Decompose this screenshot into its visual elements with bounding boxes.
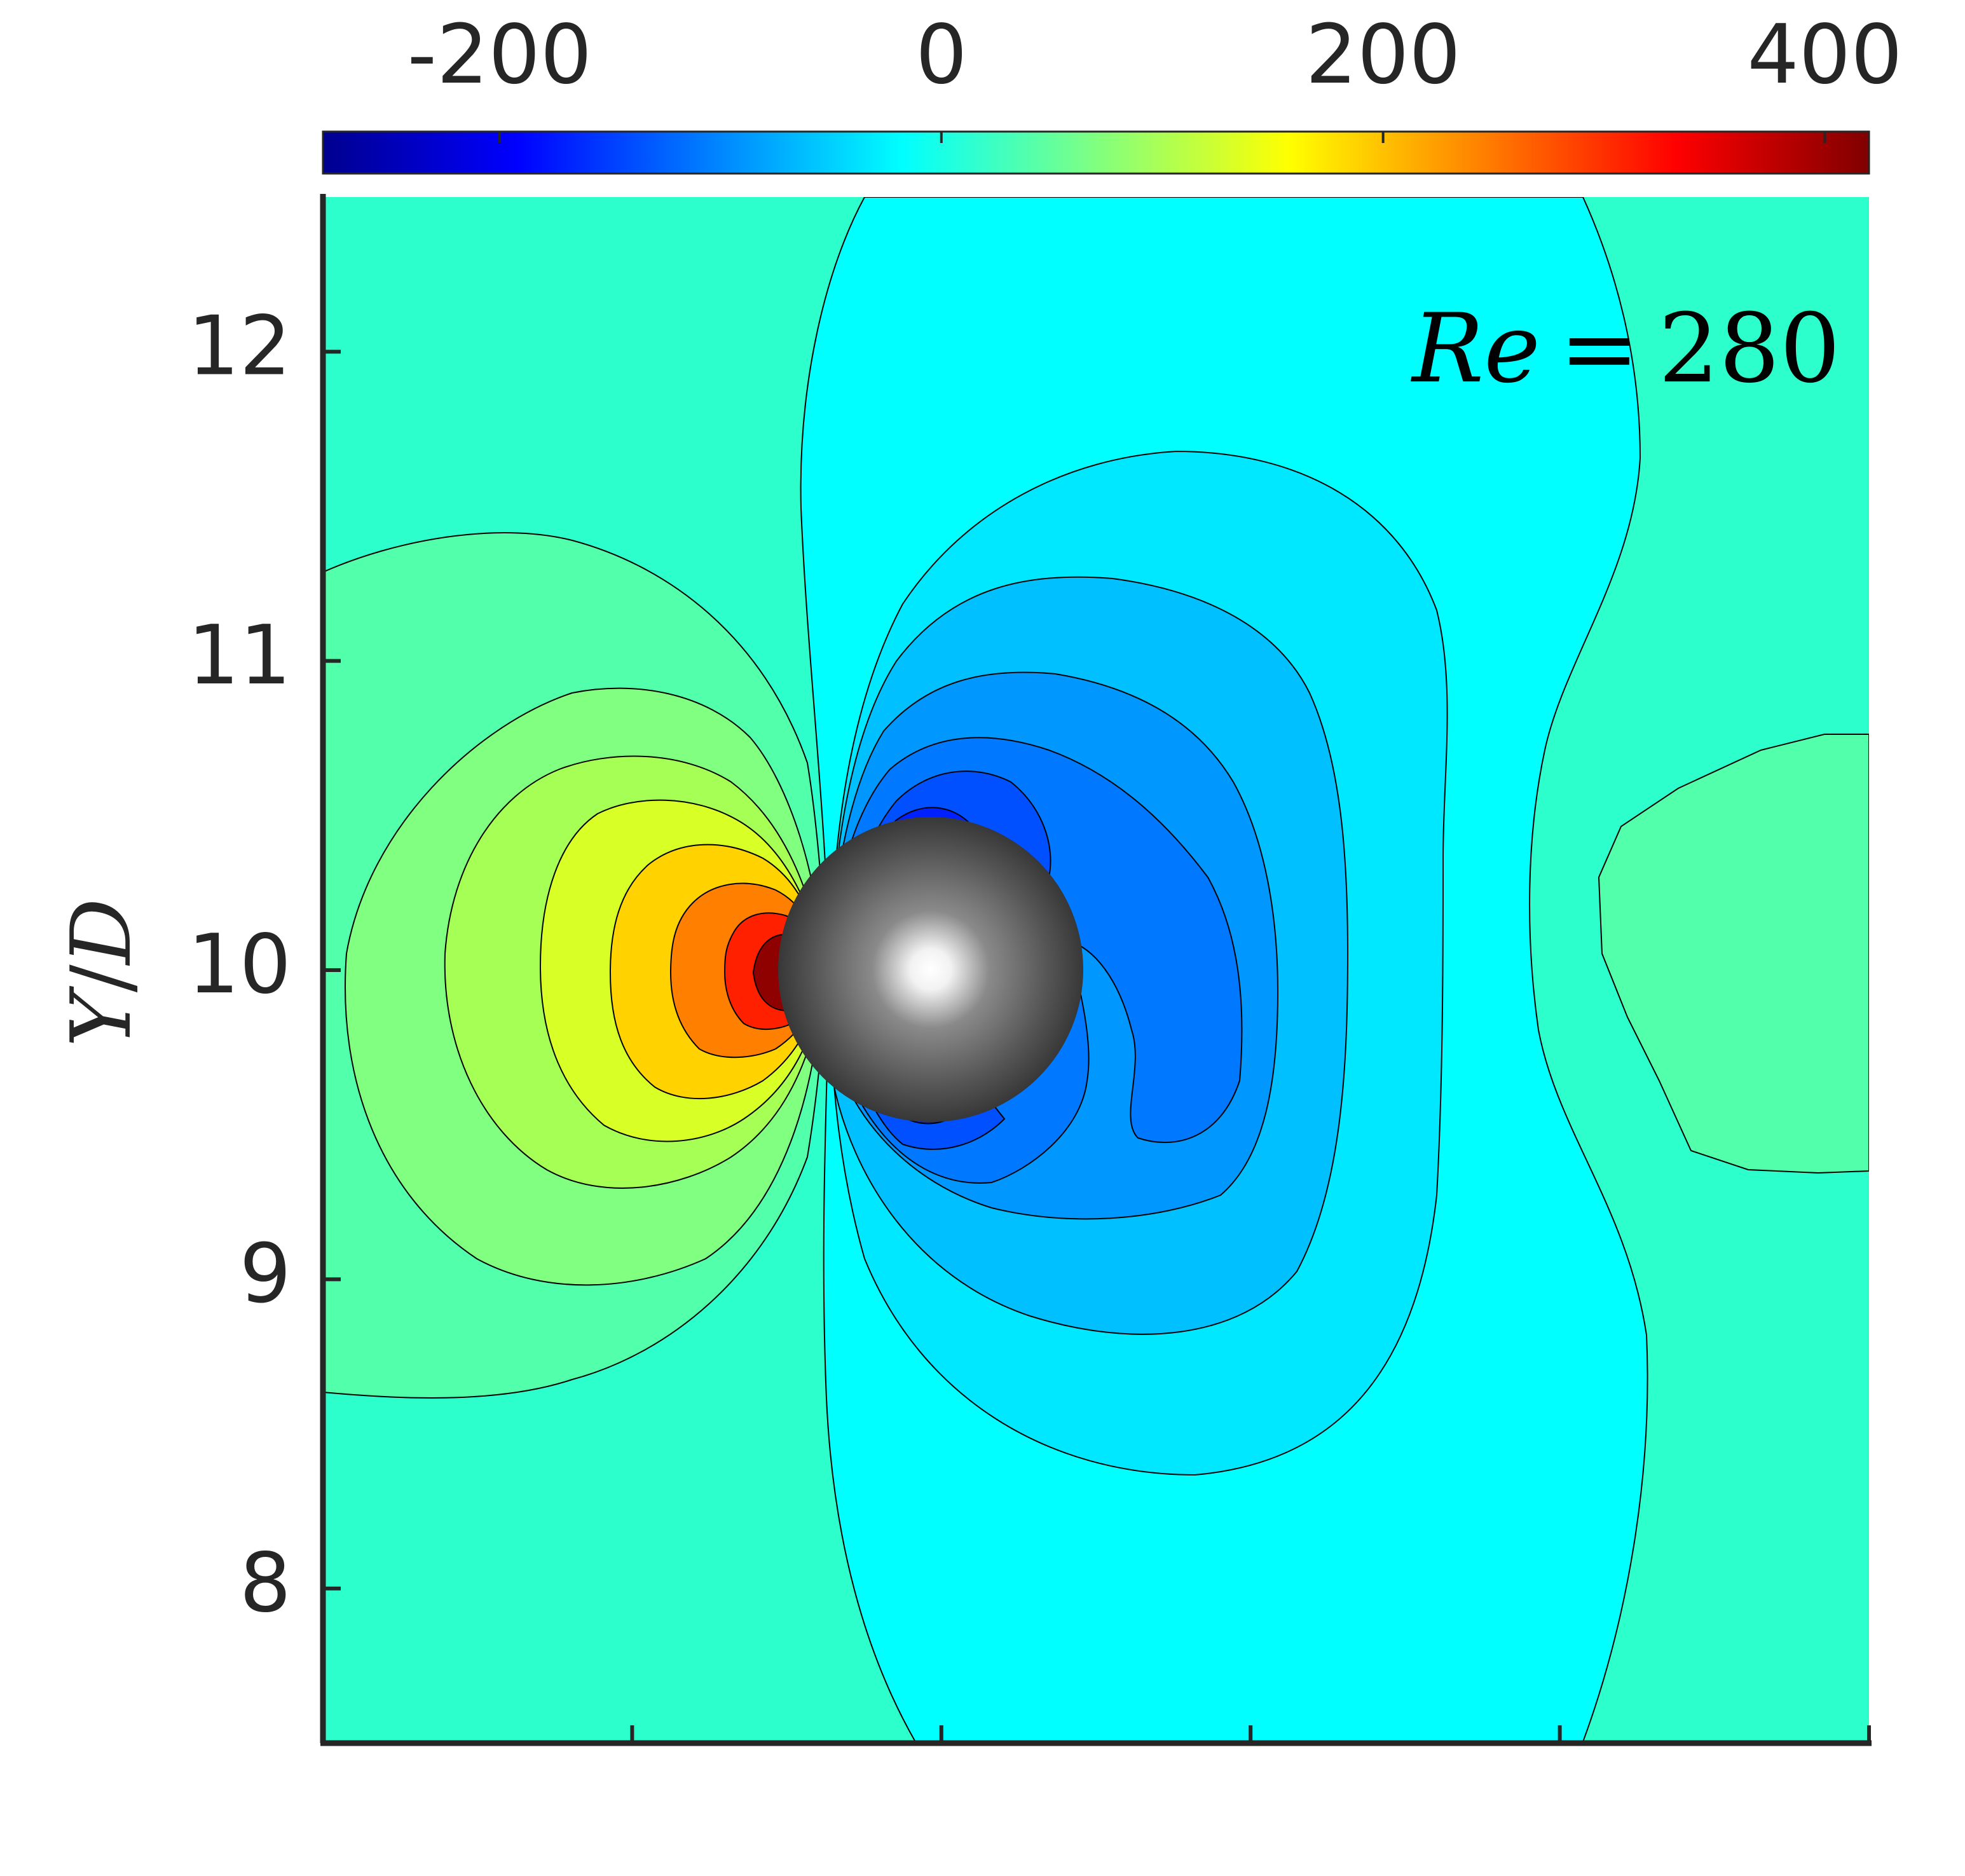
y-axis-label-y: Y bbox=[53, 985, 149, 1047]
contour-region-right bbox=[1598, 734, 1869, 1174]
y-ticks: 8 9 10 11 12 bbox=[188, 299, 341, 1631]
y-axis-label-slash: / bbox=[53, 964, 149, 992]
colorbar-tick-label: -200 bbox=[407, 8, 592, 102]
contour-plot bbox=[323, 197, 1869, 1742]
reynolds-annotation-lhs: Re bbox=[1410, 294, 1540, 404]
reynolds-annotation-eq: = bbox=[1559, 294, 1640, 404]
colorbar-gradient bbox=[322, 130, 1870, 175]
y-axis-label: Y/D bbox=[53, 898, 149, 1047]
y-tick-label: 11 bbox=[188, 608, 291, 703]
colorbar-tick-label: 400 bbox=[1747, 8, 1902, 102]
y-tick-label: 8 bbox=[240, 1536, 291, 1631]
axes: 8 9 10 11 12 bbox=[188, 194, 1872, 1746]
colorbar-tick-label: 0 bbox=[915, 8, 967, 102]
x-ticks bbox=[321, 1725, 1871, 1743]
sphere bbox=[778, 817, 1083, 1122]
y-tick-label: 12 bbox=[188, 299, 291, 394]
colorbar-ticks: -200 0 200 400 bbox=[407, 8, 1903, 143]
colorbar: -200 0 200 400 bbox=[322, 8, 1903, 175]
reynolds-annotation-rhs: 280 bbox=[1659, 294, 1840, 404]
y-axis-label-d: D bbox=[53, 898, 149, 966]
reynolds-annotation: Re = 280 bbox=[1410, 294, 1840, 404]
y-tick-label: 10 bbox=[188, 917, 291, 1012]
colorbar-tick-label: 200 bbox=[1306, 8, 1461, 102]
y-tick-label: 9 bbox=[240, 1227, 291, 1322]
